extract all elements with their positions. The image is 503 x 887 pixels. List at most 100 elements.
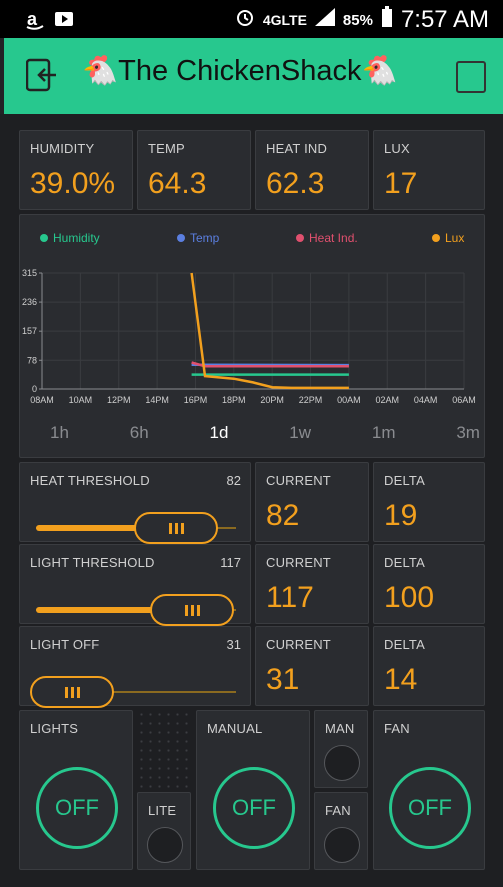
x-tick-label: 20PM <box>260 395 284 405</box>
y-tick-label: 0 <box>32 384 37 394</box>
battery-percent: 85% <box>342 11 373 29</box>
heat-index-value: 62.3 <box>266 167 325 200</box>
light-threshold-delta-value: 100 <box>384 581 435 614</box>
light-off-current-tile: CURRENT 31 <box>255 626 369 706</box>
x-tick-label: 14PM <box>145 395 169 405</box>
light-threshold-value: 117 <box>220 555 241 570</box>
series-line-heat-ind <box>191 361 349 368</box>
heat-threshold-label: HEAT THRESHOLD <box>30 473 150 488</box>
legend-heat-index: Heat Ind. <box>296 231 358 245</box>
range-1h[interactable]: 1h <box>50 423 69 442</box>
y-tick-label: 157 <box>22 326 37 336</box>
light-threshold-current-tile: CURRENT 117 <box>255 544 369 624</box>
heat-threshold-slider-tile: HEAT THRESHOLD 82 <box>19 462 251 544</box>
svg-text:a: a <box>27 9 38 29</box>
lights-toggle-button[interactable]: OFF <box>36 767 118 849</box>
history-chart[interactable]: Humidity Temp Heat Ind. Lux 08AM 10AM 12PM… <box>19 214 485 458</box>
light-off-track[interactable] <box>36 691 236 693</box>
series-line-lux <box>190 272 349 390</box>
range-6h[interactable]: 6h <box>129 423 149 442</box>
heat-threshold-delta-value: 19 <box>384 499 418 532</box>
light-off-thumb[interactable] <box>30 676 114 708</box>
amazon-icon: a <box>26 8 44 35</box>
current-label: CURRENT <box>266 473 331 488</box>
signal-icon <box>314 8 335 32</box>
current-label: CURRENT <box>266 637 331 652</box>
heat-threshold-current-tile: CURRENT 82 <box>255 462 369 542</box>
x-tick-label: 06AM <box>452 395 476 405</box>
network-indicator: 4GLTE <box>262 12 307 28</box>
x-tick-label: 04AM <box>414 395 438 405</box>
fan-small-tile: FAN <box>314 792 368 870</box>
light-threshold-thumb[interactable] <box>150 594 234 626</box>
x-tick-label: 08AM <box>30 395 54 405</box>
manual-label: MANUAL <box>207 721 263 736</box>
light-off-delta-tile: DELTA 14 <box>373 626 485 706</box>
temp-tile: TEMP 64.3 <box>137 130 251 210</box>
x-tick-label: 16PM <box>184 395 208 405</box>
temp-label: TEMP <box>148 141 185 156</box>
man-label: MAN <box>325 721 355 736</box>
y-tick-label: 78 <box>27 355 37 365</box>
fan-led <box>324 827 360 863</box>
heat-threshold-current-value: 82 <box>266 499 300 532</box>
light-off-label: LIGHT OFF <box>30 637 100 652</box>
light-off-slider-tile: LIGHT OFF 31 <box>19 626 251 708</box>
legend-lux: Lux <box>432 231 464 245</box>
fan-toggle-button[interactable]: OFF <box>389 767 471 849</box>
humidity-value: 39.0% <box>30 167 116 200</box>
manual-toggle-button[interactable]: OFF <box>213 767 295 849</box>
video-icon <box>54 8 76 35</box>
lite-tile: LITE <box>137 792 191 870</box>
x-tick-label: 02AM <box>376 395 400 405</box>
heat-threshold-thumb[interactable] <box>134 512 218 544</box>
status-bar: a 4GLTE 85% 7:57 AM <box>0 0 503 38</box>
lights-tile: LIGHTS OFF <box>19 710 133 870</box>
delta-label: DELTA <box>384 473 425 488</box>
range-1d[interactable]: 1d <box>209 423 229 442</box>
delta-label: DELTA <box>384 555 425 570</box>
man-tile: MAN <box>314 710 368 788</box>
x-tick-label: 10AM <box>69 395 93 405</box>
x-tick-label: 00AM <box>337 395 361 405</box>
humidity-label: HUMIDITY <box>30 141 95 156</box>
light-off-current-value: 31 <box>266 663 300 696</box>
man-led <box>324 745 360 781</box>
exit-icon <box>25 58 56 92</box>
range-3m[interactable]: 3m <box>456 423 480 442</box>
range-1m[interactable]: 1m <box>371 423 396 442</box>
battery-icon <box>381 6 393 34</box>
exit-button[interactable] <box>25 56 60 94</box>
delta-label: DELTA <box>384 637 425 652</box>
light-off-delta-value: 14 <box>384 663 418 696</box>
alarm-icon <box>235 7 255 33</box>
menu-button[interactable] <box>456 61 486 93</box>
lite-led <box>147 827 183 863</box>
x-tick-label: 18PM <box>222 395 246 405</box>
lite-label: LITE <box>148 803 177 818</box>
humidity-tile: HUMIDITY 39.0% <box>19 130 133 210</box>
range-selector: 1h 6h 1d 1w 1m 3m <box>50 423 480 443</box>
lux-label: LUX <box>384 141 410 156</box>
chart-plot: 08AM 10AM 12PM 14PM 16PM 18PM 20PM 22PM 00AM 02AM… <box>22 268 476 405</box>
fan-small-label: FAN <box>325 803 351 818</box>
y-tick-label: 315 <box>22 268 37 278</box>
light-threshold-slider-tile: LIGHT THRESHOLD 117 <box>19 544 251 626</box>
y-tick-label: 236 <box>22 297 37 307</box>
app-header: 🐔The ChickenShack🐔 <box>4 38 503 114</box>
manual-tile: MANUAL OFF <box>196 710 310 870</box>
legend-humidity: Humidity <box>40 231 100 245</box>
light-threshold-label: LIGHT THRESHOLD <box>30 555 155 570</box>
temp-value: 64.3 <box>148 167 207 200</box>
legend-temp: Temp <box>177 231 219 245</box>
dashboard: HUMIDITY 39.0% TEMP 64.3 HEAT IND 62.3 L… <box>0 114 503 887</box>
heat-index-tile: HEAT IND 62.3 <box>255 130 369 210</box>
fan-label: FAN <box>384 721 410 736</box>
heat-threshold-fill <box>36 525 176 531</box>
light-threshold-delta-tile: DELTA 100 <box>373 544 485 624</box>
light-threshold-fill <box>36 607 192 613</box>
x-tick-label: 22PM <box>299 395 323 405</box>
heat-index-label: HEAT IND <box>266 141 328 156</box>
range-1w[interactable]: 1w <box>289 423 312 442</box>
heat-threshold-value: 82 <box>226 473 241 488</box>
